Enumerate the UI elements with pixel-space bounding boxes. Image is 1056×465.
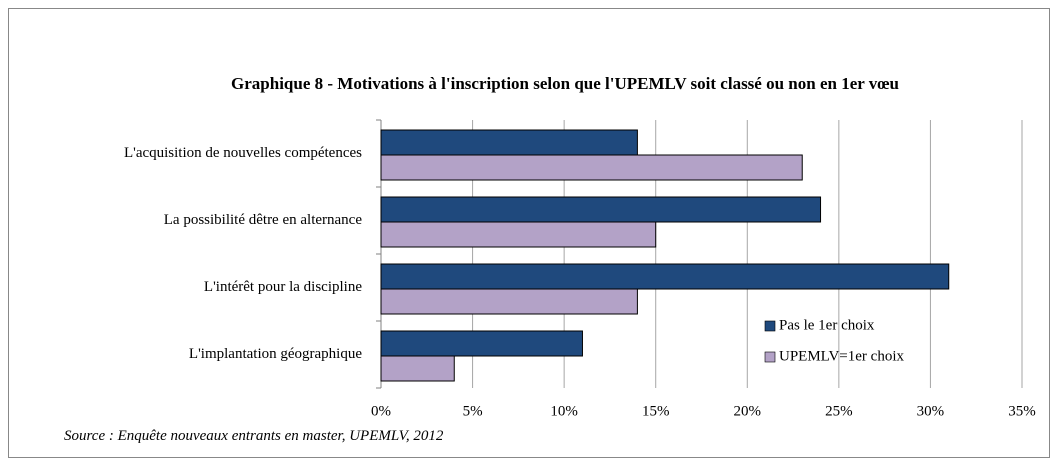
- y-tick-label: La possibilité dêtre en alternance: [164, 212, 363, 228]
- y-tick-label: L'implantation géographique: [189, 346, 362, 362]
- bar: [380, 263, 950, 290]
- x-tick-label: 0%: [371, 403, 391, 419]
- bar: [380, 129, 638, 156]
- frame: [8, 8, 1050, 458]
- x-tick-label: 5%: [463, 403, 483, 419]
- x-tick-label: 15%: [642, 403, 670, 419]
- bar: [380, 288, 638, 315]
- y-tick-label: L'intérêt pour la discipline: [204, 279, 362, 295]
- bar: [380, 330, 583, 357]
- chart-title: Graphique 8 - Motivations à l'inscriptio…: [231, 74, 899, 93]
- bar: [380, 196, 822, 223]
- y-tick-label: L'acquisition de nouvelles compétences: [124, 145, 362, 161]
- legend-swatch: [764, 320, 776, 332]
- bar: [380, 154, 803, 181]
- x-tick-label: 35%: [1008, 403, 1036, 419]
- x-tick-label: 30%: [917, 403, 945, 419]
- bar: [380, 221, 657, 248]
- x-tick-label: 20%: [734, 403, 762, 419]
- legend-swatch: [764, 351, 776, 363]
- bar: [380, 355, 455, 382]
- x-tick-label: 10%: [550, 403, 578, 419]
- legend-label: Pas le 1er choix: [779, 317, 875, 333]
- x-tick-label: 25%: [825, 403, 853, 419]
- source-note: Source : Enquête nouveaux entrants en ma…: [64, 428, 444, 444]
- legend-label: UPEMLV=1er choix: [779, 348, 904, 364]
